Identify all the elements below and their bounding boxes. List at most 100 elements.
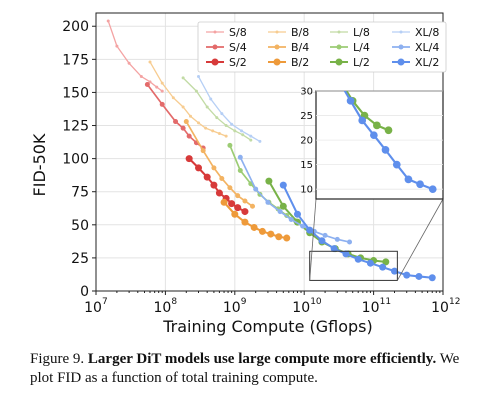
legend-label: B/2 bbox=[291, 56, 309, 69]
legend-label: S/4 bbox=[229, 41, 247, 54]
data-point bbox=[171, 96, 175, 100]
data-point bbox=[347, 239, 353, 245]
data-point bbox=[306, 226, 314, 234]
legend-item: XL/2 bbox=[392, 56, 439, 69]
data-point bbox=[300, 223, 306, 229]
data-point bbox=[173, 119, 179, 125]
data-point bbox=[215, 116, 219, 120]
data-point bbox=[189, 114, 193, 118]
data-point bbox=[224, 124, 228, 128]
data-point bbox=[181, 76, 185, 80]
zoom-connector bbox=[309, 198, 317, 281]
data-point bbox=[336, 77, 344, 85]
x-tick-label: 10 bbox=[223, 300, 241, 316]
series-line bbox=[146, 83, 204, 149]
data-point bbox=[242, 198, 248, 204]
data-point bbox=[197, 75, 201, 79]
inset-zoom: 10 15 20 25 30 bbox=[300, 9, 444, 281]
data-point bbox=[159, 101, 165, 107]
legend-item: S/2 bbox=[206, 56, 247, 69]
data-point bbox=[215, 189, 223, 197]
series-s-4 bbox=[144, 81, 206, 151]
data-point bbox=[334, 236, 340, 242]
data-point bbox=[404, 175, 413, 184]
data-point bbox=[312, 9, 320, 17]
legend-marker bbox=[335, 58, 343, 66]
legend-label: L/4 bbox=[353, 41, 370, 54]
data-point bbox=[210, 181, 218, 189]
legend-item: XL/8 bbox=[392, 26, 439, 39]
data-point bbox=[194, 89, 198, 93]
data-point bbox=[180, 125, 186, 131]
y-tick-label: 75 bbox=[71, 185, 89, 201]
data-point bbox=[233, 129, 237, 133]
inset-y-tick-label: 10 bbox=[300, 185, 313, 196]
data-point bbox=[211, 165, 217, 171]
legend-item: S/8 bbox=[206, 26, 247, 39]
data-point bbox=[415, 272, 423, 280]
data-point bbox=[200, 148, 206, 154]
x-tick-label: 10 bbox=[153, 300, 171, 316]
legend-marker bbox=[213, 30, 217, 34]
data-point bbox=[392, 160, 401, 169]
series-l-2 bbox=[336, 77, 393, 135]
inset-y-tick-label: 25 bbox=[300, 111, 313, 122]
data-point bbox=[250, 223, 258, 231]
y-tick-label: 175 bbox=[62, 52, 89, 68]
data-point bbox=[258, 139, 262, 143]
data-point bbox=[230, 122, 234, 126]
data-point bbox=[279, 202, 287, 210]
data-point bbox=[277, 209, 283, 215]
data-point bbox=[381, 146, 390, 154]
inset-y-tick-label: 30 bbox=[300, 87, 313, 98]
legend-box bbox=[197, 21, 447, 73]
data-point bbox=[209, 97, 213, 101]
data-point bbox=[428, 274, 436, 282]
x-tick-label: 10 bbox=[362, 300, 380, 316]
series-line bbox=[149, 61, 227, 137]
series-s-2 bbox=[185, 155, 249, 216]
series-xl-2 bbox=[279, 181, 436, 282]
x-axis-label: Training Compute (Gflops) bbox=[162, 317, 373, 336]
inset-frame bbox=[315, 90, 444, 200]
y-tick-label: 100 bbox=[62, 152, 89, 168]
data-point bbox=[279, 181, 287, 189]
data-point bbox=[249, 138, 253, 142]
data-point bbox=[330, 245, 338, 253]
data-point bbox=[265, 199, 271, 205]
data-point bbox=[258, 227, 266, 235]
series-group bbox=[106, 19, 436, 282]
data-point bbox=[220, 112, 224, 116]
data-point bbox=[240, 129, 244, 133]
legend-item: L/2 bbox=[330, 56, 370, 69]
legend-label: S/8 bbox=[229, 26, 247, 39]
data-point bbox=[382, 258, 390, 266]
data-point bbox=[322, 232, 328, 238]
series-l-8 bbox=[181, 76, 253, 142]
data-point bbox=[203, 173, 211, 181]
data-point bbox=[181, 105, 185, 109]
x-tick-exponent: 11 bbox=[380, 297, 391, 307]
data-point bbox=[249, 134, 253, 138]
zoom-connector bbox=[397, 198, 444, 281]
legend-label: XL/4 bbox=[415, 41, 439, 54]
data-point bbox=[195, 164, 203, 172]
data-point bbox=[283, 234, 291, 242]
data-point bbox=[428, 185, 437, 194]
legend-label: XL/2 bbox=[415, 56, 439, 69]
inset-series-group bbox=[312, 9, 437, 194]
data-point bbox=[390, 267, 398, 275]
x-tick-label: 10 bbox=[84, 300, 102, 316]
x-tick-label: 10 bbox=[292, 300, 310, 316]
series-xl-2 bbox=[312, 9, 437, 194]
legend-label: XL/8 bbox=[415, 26, 439, 39]
data-point bbox=[237, 154, 243, 160]
data-point bbox=[358, 116, 367, 125]
data-point bbox=[373, 121, 381, 130]
y-tick-label: 25 bbox=[71, 251, 89, 267]
data-point bbox=[155, 85, 159, 89]
x-tick-exponent: 8 bbox=[171, 297, 177, 307]
